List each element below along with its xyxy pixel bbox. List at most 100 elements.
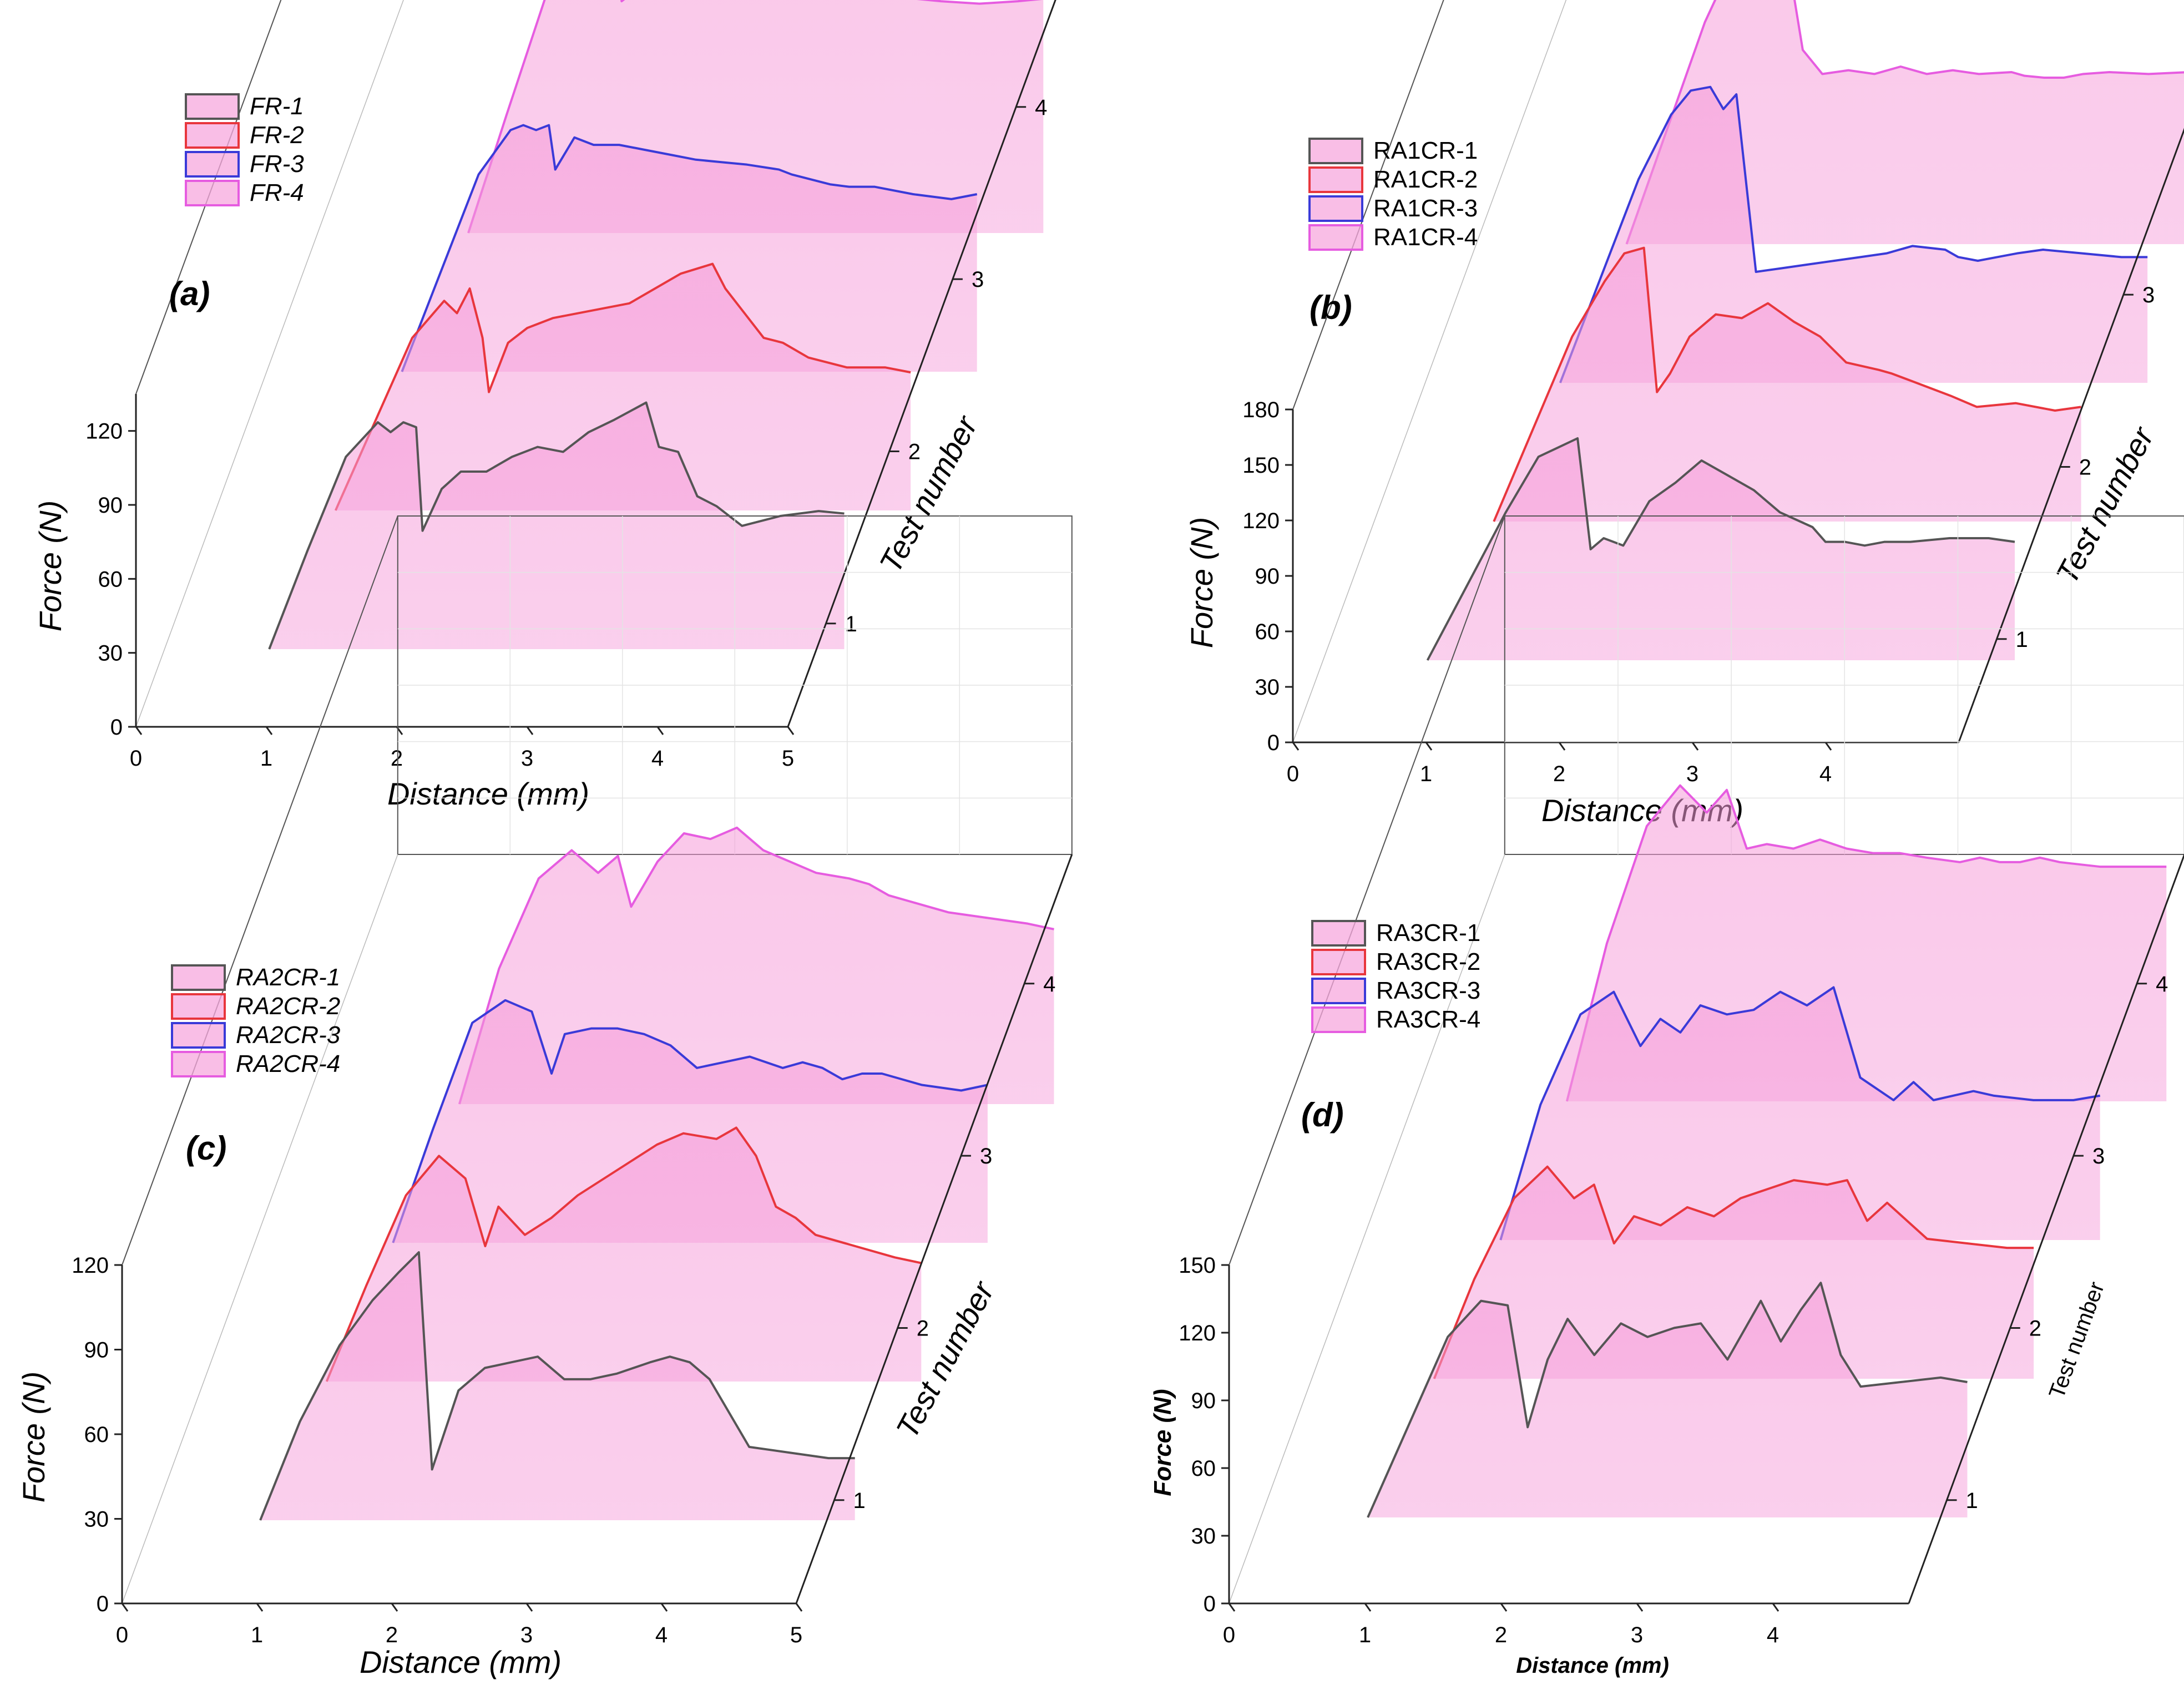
series-area-FR-1 xyxy=(269,402,845,649)
x-tick xyxy=(656,726,664,735)
x-tick-label: 2 xyxy=(386,1623,398,1647)
x-tick-label: 1 xyxy=(260,746,272,771)
z-tick-label: 2 xyxy=(908,439,921,464)
z-tick-label: 3 xyxy=(2092,1144,2105,1168)
y-tick-label: 30 xyxy=(1255,675,1280,700)
series-area-RA3CR-2 xyxy=(1434,1166,2034,1379)
legend-label-RA2CR-1: RA2CR-1 xyxy=(236,964,340,991)
legend-label-RA3CR-2: RA3CR-2 xyxy=(1376,948,1480,975)
x-tick xyxy=(135,726,143,735)
x-tick xyxy=(795,1603,803,1612)
y-tick-label: 30 xyxy=(98,641,123,666)
legend-label-FR-1: FR-1 xyxy=(250,93,304,120)
series-line-RA3CR-1 xyxy=(1367,1282,1968,1518)
legend-label-RA2CR-2: RA2CR-2 xyxy=(236,993,340,1020)
x-tick-label: 2 xyxy=(1495,1623,1507,1647)
x-tick-label: 4 xyxy=(1767,1623,1779,1647)
series-line-RA3CR-3 xyxy=(1499,986,2101,1241)
panel-b-ylabel: Force (N) xyxy=(1184,517,1219,648)
x-tick-label: 1 xyxy=(251,1623,263,1647)
panel-b-label: (b) xyxy=(1310,289,1352,326)
x-tick-label: 4 xyxy=(655,1623,668,1647)
legend-label-FR-4: FR-4 xyxy=(250,179,304,206)
series-line-RA1CR-4 xyxy=(1625,0,2184,245)
legend-swatch-RA1CR-1 xyxy=(1308,138,1363,164)
x-tick xyxy=(660,1603,668,1612)
z-tick-label: 1 xyxy=(2016,628,2028,652)
x-tick-label: 5 xyxy=(790,1623,802,1647)
z-tick-label: 2 xyxy=(2029,1316,2041,1340)
legend-swatch-FR-3 xyxy=(185,151,240,178)
x-tick xyxy=(525,1603,533,1612)
z-tick-label: 4 xyxy=(2156,972,2168,996)
panel-c-ylabel: Force (N) xyxy=(16,1372,51,1502)
x-tick xyxy=(1772,1603,1779,1612)
y-tick-label: 30 xyxy=(1191,1524,1216,1549)
panel-c-frame xyxy=(122,515,1073,1604)
panel-b-axes: 0306090120150180012341234 xyxy=(1242,128,2184,786)
series-area-FR-2 xyxy=(335,264,911,510)
legend-label-RA1CR-4: RA1CR-4 xyxy=(1373,224,1478,251)
z-tick-label: 3 xyxy=(972,267,984,292)
y-tick-label: 120 xyxy=(1242,509,1280,533)
panel-b: 0306090120150180012341234 (b) Distance (… xyxy=(1184,0,2184,828)
series-line-RA2CR-4 xyxy=(458,826,1054,1105)
frame-edge xyxy=(135,0,282,394)
panel-a-axes: 0 30 60 90 120 0 1 2 3 4 5 1 2 3 4 xyxy=(85,0,1056,771)
z-tick-label: 1 xyxy=(845,612,857,636)
z-axis xyxy=(787,0,1056,727)
series-line-FR-3 xyxy=(401,124,978,372)
legend-label-FR-2: FR-2 xyxy=(250,122,304,149)
z-tick-label: 1 xyxy=(853,1489,866,1513)
y-tick-label: 0 xyxy=(1267,731,1280,755)
y-tick-label: 90 xyxy=(1255,564,1280,589)
series-area-RA2CR-1 xyxy=(260,1252,855,1520)
frame-edge xyxy=(1228,515,1505,1266)
x-tick-label: 3 xyxy=(520,1623,533,1647)
y-tick-label: 90 xyxy=(98,493,123,518)
x-tick xyxy=(1636,1603,1644,1612)
x-tick-label: 4 xyxy=(651,746,664,771)
series-line-RA1CR-2 xyxy=(1493,246,2081,522)
x-tick xyxy=(1824,742,1832,751)
series-area-RA2CR-3 xyxy=(393,1000,988,1243)
legend-label-FR-3: FR-3 xyxy=(250,150,304,178)
y-tick-label: 180 xyxy=(1242,398,1280,422)
y-tick-label: 60 xyxy=(84,1423,109,1447)
frame-edge xyxy=(122,515,398,1266)
legend-swatch-FR-1 xyxy=(185,93,240,120)
x-tick-label: 2 xyxy=(1553,762,1565,786)
legend-label-RA2CR-4: RA2CR-4 xyxy=(236,1050,340,1077)
legend-swatch-RA3CR-3 xyxy=(1311,978,1366,1004)
y-tick-label: 60 xyxy=(1191,1456,1216,1481)
panel-a-label: (a) xyxy=(169,275,210,312)
series-line-FR-2 xyxy=(334,262,911,511)
legend-label-RA3CR-3: RA3CR-3 xyxy=(1376,977,1480,1004)
x-tick xyxy=(1228,1603,1236,1612)
y-tick-label: 90 xyxy=(1191,1389,1216,1413)
frame-edge xyxy=(135,0,404,727)
z-tick-label: 1 xyxy=(1966,1489,1978,1513)
x-tick xyxy=(256,1603,264,1612)
legend-swatch-FR-4 xyxy=(185,180,240,206)
z-tick-label: 2 xyxy=(917,1316,929,1340)
panel-c-axes: 0 30 60 90 120 0 1 2 3 4 5 1 2 3 4 xyxy=(72,854,1073,1647)
series-area-RA1CR-1 xyxy=(1427,438,2015,660)
x-tick-label: 3 xyxy=(1686,762,1698,786)
panel-b-frame xyxy=(1292,0,1567,743)
x-tick xyxy=(1425,742,1433,751)
legend-swatch-RA2CR-4 xyxy=(171,1051,226,1077)
legend-swatch-RA1CR-2 xyxy=(1308,166,1363,193)
legend-swatch-RA3CR-4 xyxy=(1311,1006,1366,1033)
series-line-RA2CR-3 xyxy=(392,999,988,1243)
x-tick xyxy=(787,726,795,735)
x-tick xyxy=(1500,1603,1508,1612)
z-axis xyxy=(795,854,1073,1604)
frame-edge xyxy=(122,854,398,1604)
series-area-FR-3 xyxy=(402,125,977,372)
legend-swatch-RA1CR-3 xyxy=(1308,195,1363,222)
panel-c-xlabel: Distance (mm) xyxy=(360,1645,562,1679)
